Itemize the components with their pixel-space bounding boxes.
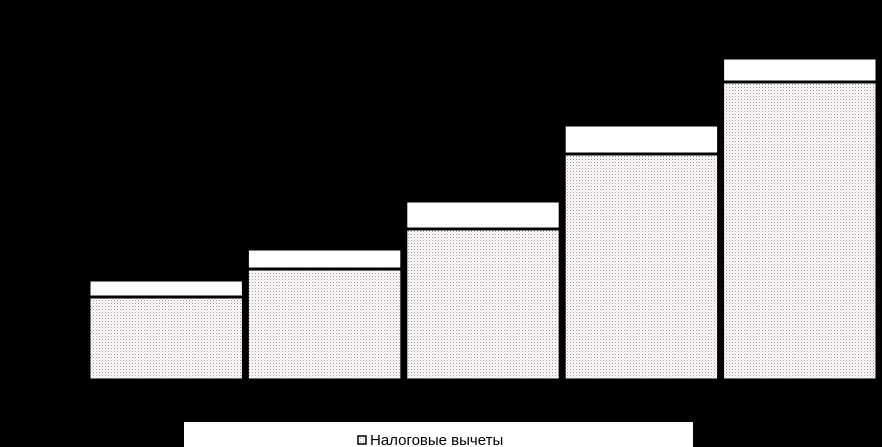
bar-segment [562,123,721,156]
legend-box [184,422,693,447]
legend: Налоговые вычеты [357,432,503,447]
bar-segment [404,199,562,231]
bar-segment [404,227,562,382]
bar-segment [245,247,404,271]
bar-segment [87,278,245,299]
legend-label: Налоговые вычеты [370,432,503,447]
bar-segment [562,152,721,382]
bar-segment [87,295,245,382]
bar-segment [245,267,404,382]
bar-segment [721,56,879,84]
plot-area [87,56,879,382]
legend-swatch [357,435,367,445]
bar-segment [721,80,879,382]
